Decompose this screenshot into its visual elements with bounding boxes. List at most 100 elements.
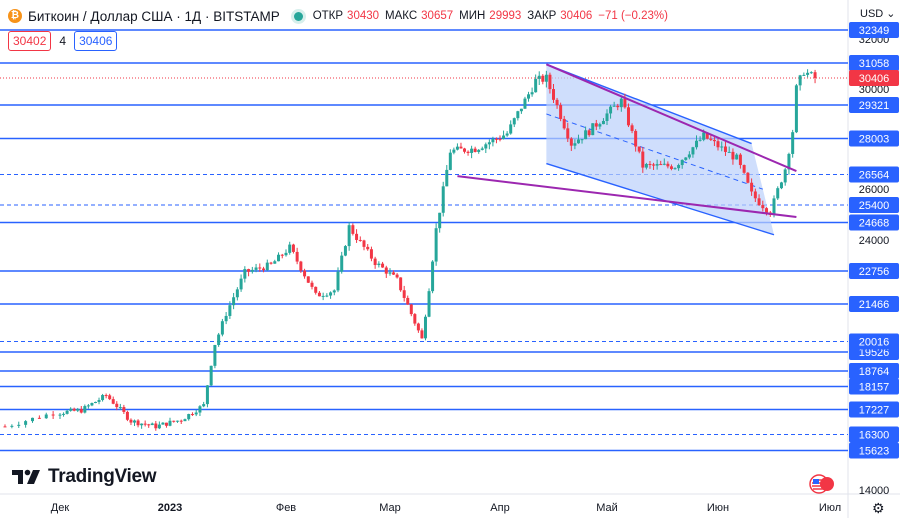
candle-body — [534, 78, 538, 93]
candle-body — [459, 146, 463, 149]
bid-price[interactable]: 30402 — [8, 31, 52, 51]
candle-body — [97, 400, 101, 402]
candle-body — [772, 198, 776, 215]
candle-body — [527, 94, 531, 99]
candle-body — [776, 188, 780, 199]
candle-body — [541, 75, 545, 82]
candle-body — [3, 426, 7, 428]
candle-body — [62, 413, 66, 415]
candle-body — [466, 151, 470, 153]
candle-body — [502, 135, 506, 139]
candle-body — [247, 269, 251, 272]
candle-body — [802, 74, 806, 76]
candle-body — [413, 314, 417, 324]
level-badge-18764: 18764 — [859, 366, 890, 378]
candle-body — [644, 163, 648, 168]
level-badge-22756-bg — [849, 263, 899, 279]
bid-ask-row: 30402 4 30406 — [8, 31, 118, 51]
candle-body — [720, 146, 724, 148]
level-badge-24668-bg — [849, 214, 899, 231]
candle-body — [277, 254, 281, 262]
candle-body — [125, 411, 129, 420]
candle-body — [623, 98, 627, 108]
candle-body — [757, 198, 761, 206]
candle-body — [243, 269, 247, 279]
currency-selector[interactable]: USD ⌄ — [860, 7, 896, 20]
candle-body — [86, 405, 90, 407]
candle-body — [591, 123, 595, 136]
candle-body — [93, 401, 97, 404]
candle-body — [512, 118, 516, 125]
us-flag-icon — [809, 474, 834, 494]
candle-body — [735, 154, 739, 160]
level-badge-28003-bg — [849, 130, 899, 147]
candle-body — [332, 290, 336, 293]
candle-body — [209, 365, 213, 386]
open-label: ОТКР — [312, 10, 344, 22]
candle-body — [580, 139, 584, 141]
candle-body — [83, 406, 87, 413]
level-badge-18764-bg — [849, 363, 899, 379]
candle-body — [655, 164, 659, 166]
candle-body — [37, 417, 41, 419]
candle-body — [111, 399, 115, 404]
tradingview-logo: TradingView — [12, 466, 157, 488]
candle-body — [369, 249, 373, 259]
price-tick-24000: 24000 — [859, 235, 890, 247]
level-badge-17227-bg — [849, 401, 899, 418]
candle-body — [684, 157, 688, 160]
candle-body — [434, 228, 438, 262]
level-badge-16300: 16300 — [859, 430, 890, 442]
candle-body — [738, 154, 742, 166]
candle-body — [702, 132, 706, 140]
last-price-badge-bg — [849, 70, 899, 86]
candle-body — [742, 165, 746, 173]
candle-body — [705, 132, 709, 139]
candle-body — [480, 148, 484, 150]
candle-body — [194, 412, 198, 415]
candle-body — [154, 423, 158, 429]
candle-body — [288, 244, 292, 253]
candle-body — [473, 148, 477, 152]
time-tick-3: Мар — [379, 502, 401, 514]
candle-body — [455, 146, 459, 150]
candle-body — [761, 205, 765, 209]
candle-body — [598, 124, 602, 127]
level-badge-20016-bg — [849, 333, 899, 350]
channel-lower-line — [546, 162, 775, 236]
candle-body — [358, 239, 362, 241]
candle-body — [79, 409, 83, 413]
candle-body — [269, 262, 273, 264]
candle-body — [813, 72, 817, 78]
candle-body — [779, 182, 783, 189]
candle-body — [157, 424, 161, 429]
level-badge-15623: 15623 — [859, 446, 890, 458]
candle-body — [750, 182, 754, 192]
candle-body — [291, 244, 295, 252]
candle-body — [484, 144, 488, 149]
candle-body — [516, 111, 520, 119]
candle-body — [420, 330, 424, 339]
candle-body — [609, 106, 613, 114]
level-badge-29321-bg — [849, 97, 899, 113]
symbol-title[interactable]: Биткоин / Доллар США · 1Д · BITSTAMP — [28, 8, 280, 24]
candle-body — [530, 92, 534, 95]
candle-body — [537, 75, 541, 79]
candle-body — [409, 304, 413, 315]
close-label: ЗАКР — [527, 10, 557, 22]
level-badge-16300-bg — [849, 426, 899, 443]
candle-body — [427, 291, 431, 317]
candle-body — [787, 153, 791, 170]
settings-gear-icon[interactable]: ⚙ — [872, 500, 885, 516]
low-value: 29993 — [489, 10, 522, 22]
candle-body — [265, 262, 269, 271]
symbol-header: ₿ Биткоин / Доллар США · 1Д · BITSTAMP О… — [8, 6, 674, 26]
candle-body — [280, 254, 284, 256]
candle-body — [463, 148, 467, 152]
level-badge-19526: 19526 — [859, 347, 890, 359]
candle-body — [58, 414, 62, 416]
candle-body — [351, 225, 355, 234]
candle-body — [431, 261, 435, 292]
ask-price[interactable]: 30406 — [74, 31, 118, 51]
